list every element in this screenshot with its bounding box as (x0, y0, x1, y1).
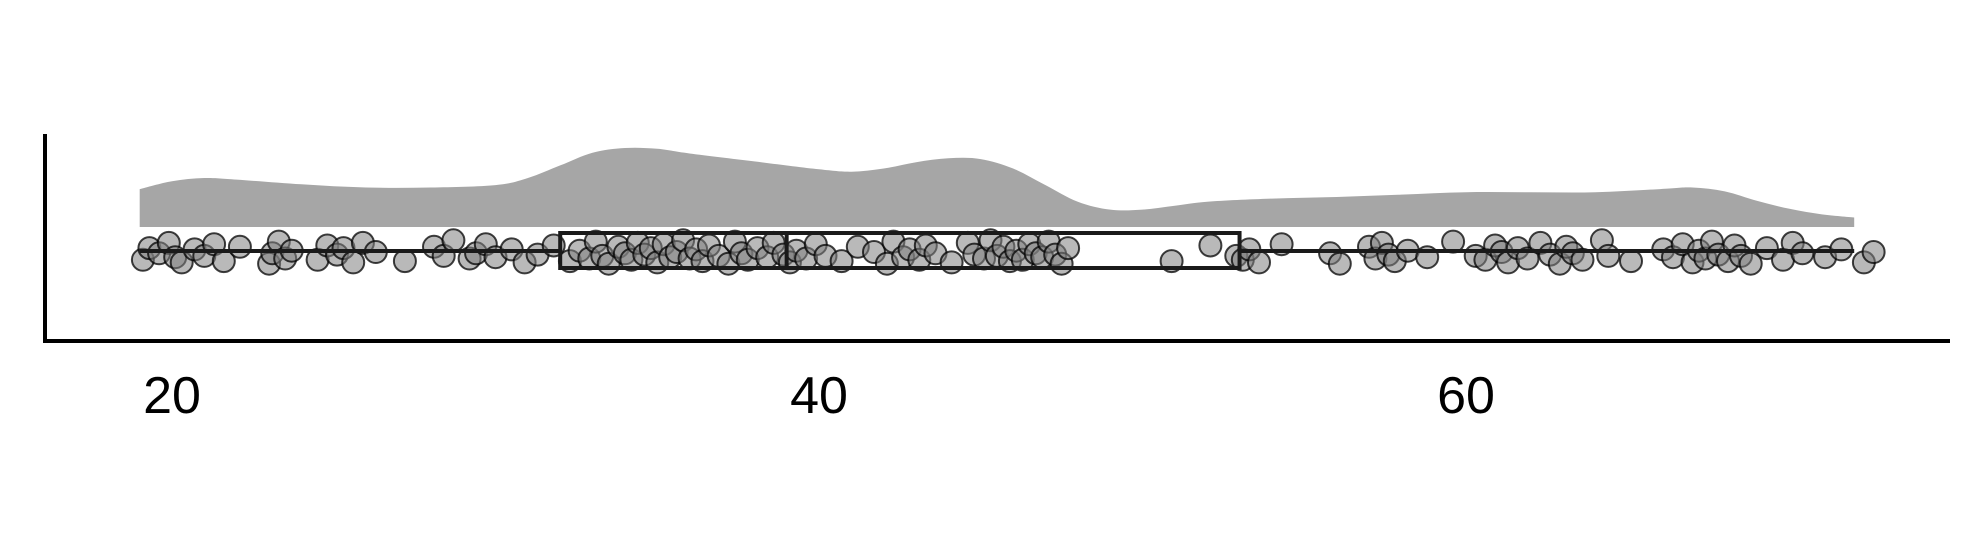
data-point (1754, 236, 1779, 261)
boxplot (139, 231, 1855, 270)
x-tick-label: 20 (143, 367, 201, 425)
iqr-box (558, 231, 1242, 270)
data-point (227, 234, 252, 259)
data-point (441, 228, 466, 253)
data-point (1247, 250, 1271, 275)
data-point (1861, 240, 1886, 264)
data-point (1056, 236, 1081, 261)
data-point (1619, 249, 1643, 274)
data-point (1327, 251, 1352, 276)
x-tick-label: 60 (1437, 367, 1495, 425)
x-tick-label: 40 (790, 367, 848, 425)
data-point (392, 249, 417, 274)
data-point (1198, 233, 1223, 258)
data-point (1790, 241, 1815, 266)
data-point (1596, 243, 1621, 268)
density-layer (139, 147, 1855, 227)
data-point (939, 250, 964, 275)
axes: 20 40 60 (43, 134, 1950, 425)
data-point (1570, 247, 1595, 272)
density-area (139, 147, 1855, 227)
